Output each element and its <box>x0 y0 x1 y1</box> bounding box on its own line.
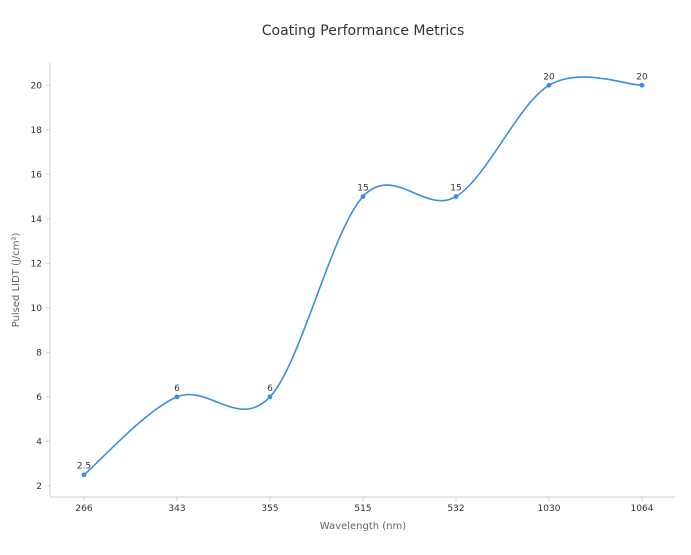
x-tick-label: 1064 <box>631 504 654 514</box>
x-tick-label: 266 <box>75 504 92 514</box>
y-tick-label: 6 <box>36 393 42 403</box>
y-tick-label: 18 <box>31 126 43 136</box>
x-tick-label: 515 <box>354 504 371 514</box>
data-point <box>174 394 180 400</box>
y-tick-label: 2 <box>36 482 42 492</box>
x-tick-label: 532 <box>447 504 464 514</box>
data-label: 6 <box>267 384 273 394</box>
data-labels: 2.5 6 6 15 15 20 20 <box>77 72 648 471</box>
y-ticks: 2 4 6 8 10 12 14 16 18 20 <box>31 81 50 492</box>
chart-title: Coating Performance Metrics <box>262 23 465 39</box>
x-ticks: 266 343 355 515 532 1030 1064 <box>75 497 654 514</box>
data-point <box>546 82 552 88</box>
data-label: 15 <box>357 184 368 194</box>
y-tick-label: 16 <box>31 170 43 180</box>
data-label: 2.5 <box>77 462 91 472</box>
data-label: 15 <box>450 184 461 194</box>
x-tick-label: 343 <box>168 504 185 514</box>
data-label: 20 <box>636 72 648 82</box>
y-tick-label: 10 <box>31 304 43 314</box>
x-tick-label: 355 <box>261 504 278 514</box>
y-tick-label: 8 <box>36 348 42 358</box>
data-label: 6 <box>174 384 180 394</box>
y-tick-label: 20 <box>31 81 43 91</box>
y-tick-label: 12 <box>31 259 42 269</box>
data-point <box>453 194 459 199</box>
data-point <box>81 472 87 478</box>
series-line <box>83 76 643 476</box>
y-axis-title: Pulsed LIDT (J/cm²) <box>11 233 22 328</box>
y-tick-label: 14 <box>31 215 43 225</box>
y-tick-label: 4 <box>36 437 42 447</box>
data-point <box>639 82 645 88</box>
x-tick-label: 1030 <box>538 504 561 514</box>
data-points <box>81 82 645 478</box>
data-label: 20 <box>543 72 555 82</box>
x-axis-title: Wavelength (nm) <box>320 521 406 532</box>
data-point <box>360 194 366 199</box>
data-point <box>267 394 273 400</box>
